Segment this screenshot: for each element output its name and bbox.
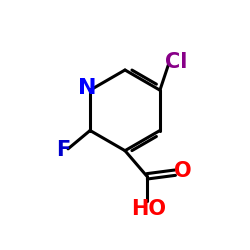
Text: O: O <box>174 162 192 182</box>
Text: Cl: Cl <box>165 52 187 72</box>
Text: F: F <box>56 140 71 160</box>
Text: N: N <box>78 78 96 98</box>
Text: HO: HO <box>131 198 166 218</box>
